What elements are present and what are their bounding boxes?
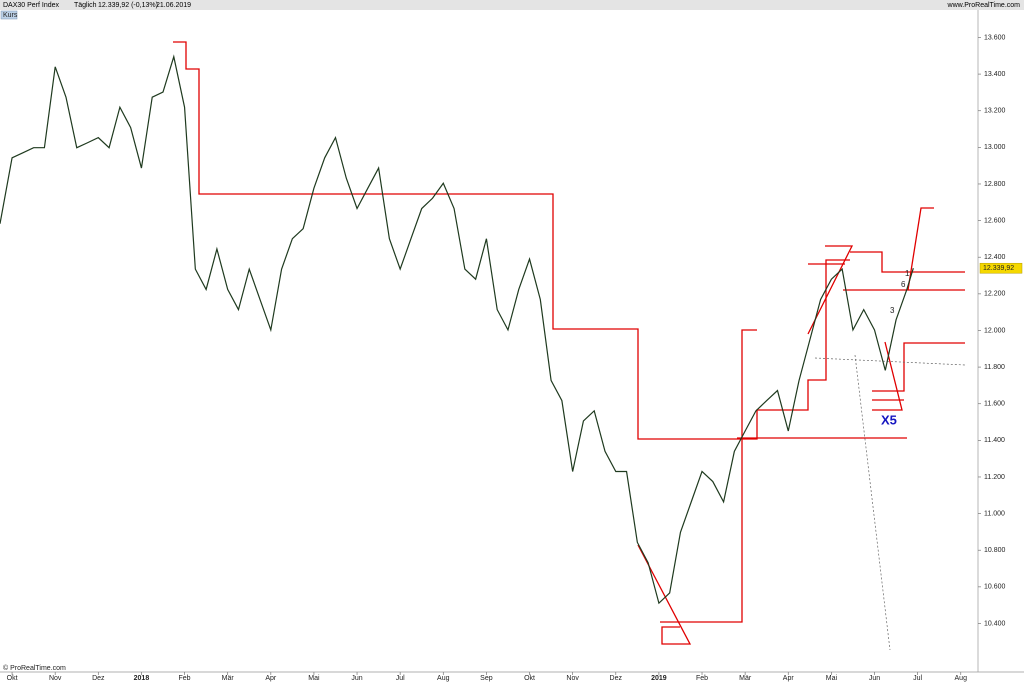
y-tick-label: 13.600 — [984, 34, 1006, 41]
step-line — [173, 41, 850, 440]
x-tick-label: Jun — [351, 675, 362, 682]
y-tick-label: 12.600 — [984, 217, 1006, 224]
target — [907, 207, 934, 291]
price-tag-label: 12.339,92 — [983, 265, 1014, 272]
x-tick-label: Jul — [913, 675, 922, 682]
annotation: 6 — [901, 280, 906, 289]
x-tick-label: Jun — [869, 675, 880, 682]
date: 21.06.2019 — [156, 2, 191, 9]
y-tick-label: 11.600 — [984, 401, 1005, 408]
x-tick-label: Mär — [739, 675, 752, 682]
x-tick-label: Mai — [826, 675, 838, 682]
site: www.ProRealTime.com — [947, 2, 1021, 9]
x-tick-label: Dez — [610, 675, 623, 682]
y-tick-label: 12.400 — [984, 254, 1006, 261]
x-tick-label: Feb — [696, 675, 708, 682]
step-line — [660, 329, 757, 623]
dashed-line — [814, 357, 966, 366]
wedge — [637, 544, 692, 645]
y-tick-label: 11.200 — [984, 474, 1005, 481]
y-tick-label: 11.000 — [984, 510, 1005, 517]
wedge — [872, 341, 903, 411]
y-tick-label: 12.800 — [984, 181, 1006, 188]
dashed-line — [854, 354, 891, 651]
x-tick-label: Mai — [308, 675, 320, 682]
copyright: © ProRealTime.com — [3, 664, 66, 672]
x-tick-label: Nov — [566, 675, 579, 682]
x-tick-label: Nov — [49, 675, 62, 682]
period: Täglich — [74, 2, 97, 9]
price-tag — [979, 262, 1023, 274]
panel-tab — [0, 10, 18, 20]
y-tick-label: 11.400 — [984, 437, 1005, 444]
y-tick-label: 10.400 — [984, 620, 1006, 627]
x-tick-label: Apr — [783, 675, 795, 682]
y-tick-label: 12.200 — [984, 291, 1006, 298]
price-line — [0, 54, 914, 605]
y-tick-label: 13.000 — [984, 144, 1006, 151]
x-tick-label: 2019 — [651, 675, 667, 682]
annotation: 3 — [890, 306, 895, 315]
x-tick-label: Okt — [524, 675, 535, 682]
x-tick-label: Dez — [92, 675, 105, 682]
overlay-drawings — [173, 41, 965, 645]
x-tick-label: Feb — [179, 675, 191, 682]
y-tick-label: 11.800 — [984, 364, 1005, 371]
x-tick-label: Aug — [955, 675, 968, 682]
x-tick-label: Mär — [222, 675, 235, 682]
x-tick-label: Apr — [265, 675, 277, 682]
panel-label: Kurs — [3, 12, 18, 19]
x-tick-label: Jul — [396, 675, 405, 682]
annotation: 1 — [905, 269, 910, 278]
header-bar — [0, 0, 1024, 10]
x-tick-label: Aug — [437, 675, 450, 682]
wedge — [807, 245, 854, 335]
x-tick-label: 2018 — [134, 675, 150, 682]
step-line — [872, 342, 965, 392]
instrument: DAX30 Perf Index — [3, 2, 60, 9]
annotation: X5 — [881, 412, 897, 427]
y-tick-label: 13.400 — [984, 71, 1006, 78]
y-tick-label: 10.600 — [984, 584, 1006, 591]
x-tick-label: Okt — [7, 675, 18, 682]
quote: 12.339,92 (-0,13%) — [98, 2, 158, 9]
y-tick-label: 10.800 — [984, 547, 1006, 554]
x-tick-label: Sep — [480, 675, 493, 682]
y-tick-label: 13.200 — [984, 108, 1006, 115]
level — [850, 251, 965, 273]
y-tick-label: 12.000 — [984, 327, 1006, 334]
